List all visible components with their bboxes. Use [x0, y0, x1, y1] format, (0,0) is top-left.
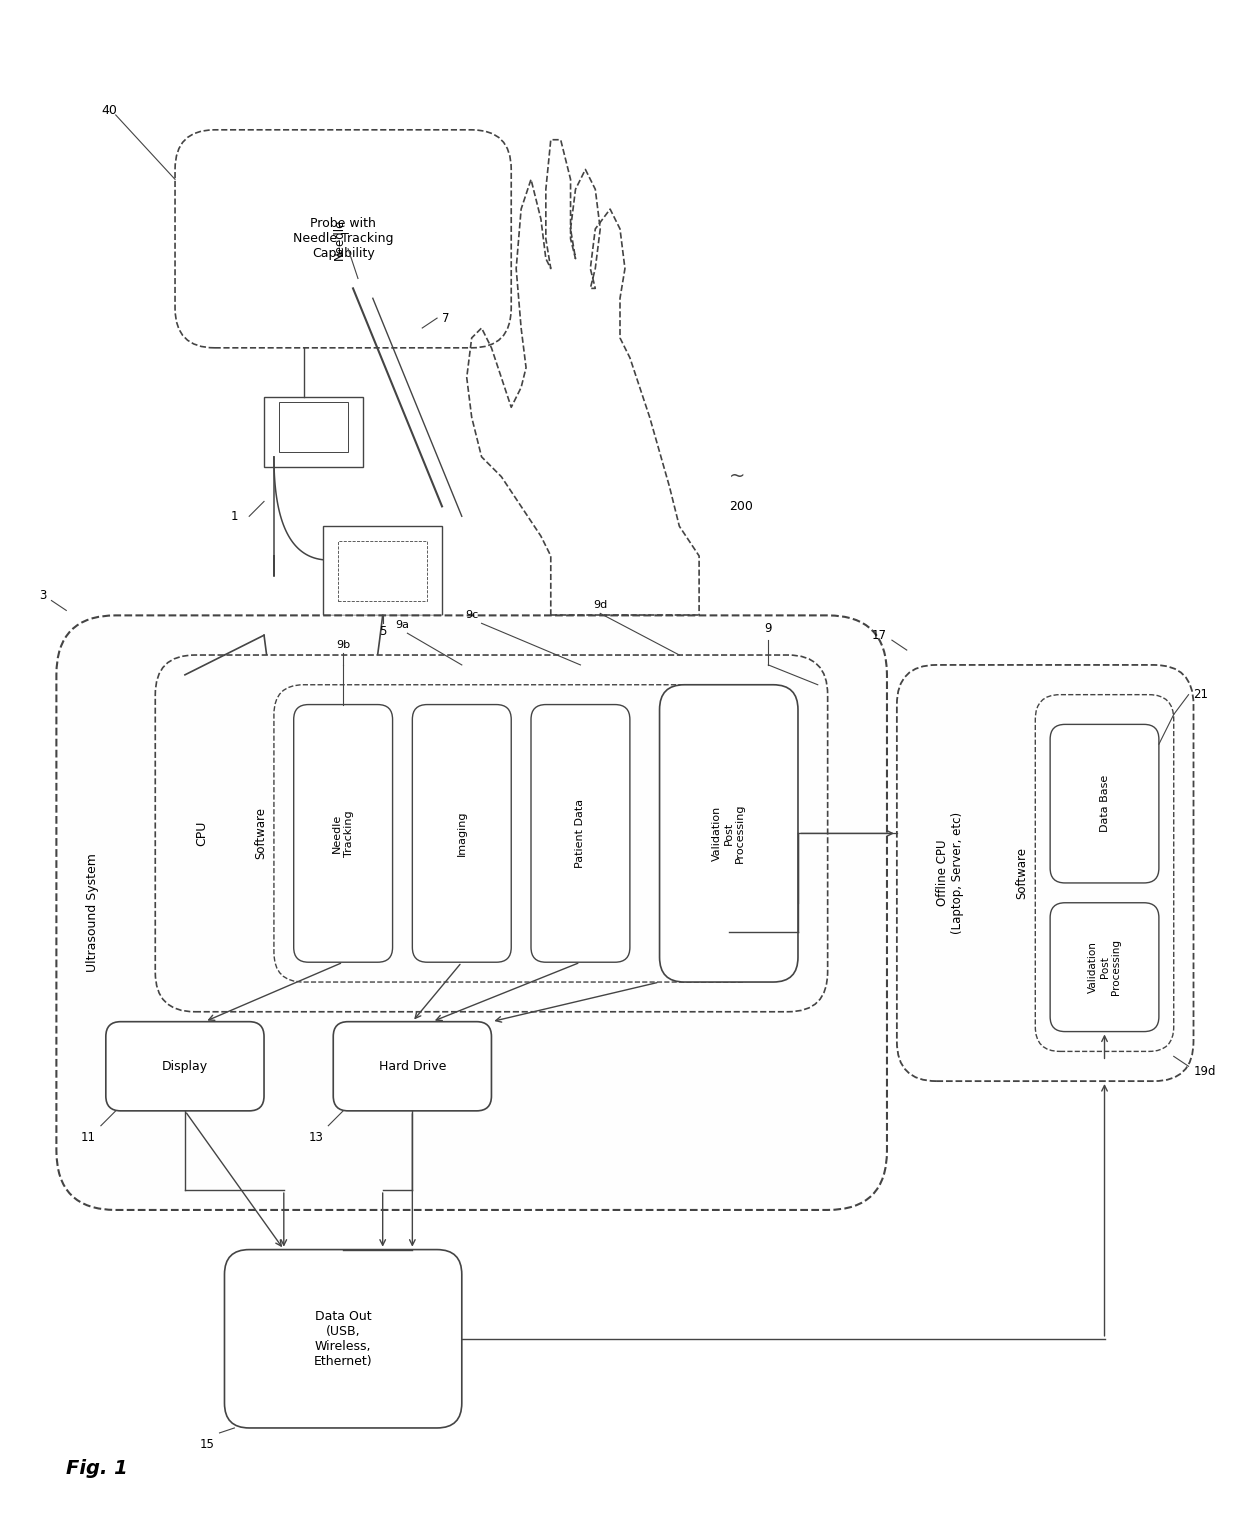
Text: 1: 1	[231, 509, 238, 523]
Text: 3: 3	[40, 589, 46, 601]
Text: 200: 200	[729, 500, 753, 512]
Text: 19d: 19d	[1194, 1065, 1216, 1078]
FancyBboxPatch shape	[531, 704, 630, 962]
Text: 13: 13	[309, 1131, 324, 1144]
Text: 11: 11	[81, 1131, 95, 1144]
Text: Probe with
Needle Tracking
Capability: Probe with Needle Tracking Capability	[293, 218, 393, 261]
Text: 9a: 9a	[396, 620, 409, 630]
Text: 9c: 9c	[465, 611, 479, 620]
FancyBboxPatch shape	[897, 664, 1194, 1081]
FancyBboxPatch shape	[1050, 904, 1159, 1031]
Text: 17: 17	[872, 629, 887, 641]
FancyBboxPatch shape	[294, 704, 393, 962]
Text: Ultrasound System: Ultrasound System	[86, 853, 99, 973]
Bar	[339, 542, 428, 600]
Text: Display: Display	[162, 1060, 208, 1072]
Text: Data Base: Data Base	[1100, 775, 1110, 833]
Text: 21: 21	[1194, 689, 1209, 701]
Text: Imaging: Imaging	[456, 810, 466, 856]
FancyBboxPatch shape	[1035, 695, 1174, 1051]
FancyBboxPatch shape	[413, 704, 511, 962]
Text: Validation
Post
Processing: Validation Post Processing	[1087, 939, 1121, 996]
Text: 40: 40	[100, 103, 117, 117]
Text: 15: 15	[200, 1437, 215, 1451]
Text: CPU: CPU	[195, 821, 208, 847]
Bar	[264, 397, 363, 466]
Text: 9: 9	[765, 623, 773, 635]
FancyBboxPatch shape	[660, 684, 799, 982]
Text: 9b: 9b	[336, 640, 350, 650]
FancyBboxPatch shape	[56, 615, 887, 1210]
Text: Data Out
(USB,
Wireless,
Ethernet): Data Out (USB, Wireless, Ethernet)	[314, 1310, 372, 1368]
FancyBboxPatch shape	[224, 1250, 461, 1428]
Text: Needle
Tracking: Needle Tracking	[332, 810, 353, 856]
FancyBboxPatch shape	[1050, 724, 1159, 884]
FancyBboxPatch shape	[105, 1022, 264, 1111]
FancyBboxPatch shape	[175, 130, 511, 348]
Text: Validation
Post
Processing: Validation Post Processing	[712, 804, 745, 864]
Text: Hard Drive: Hard Drive	[378, 1060, 446, 1072]
FancyBboxPatch shape	[274, 684, 769, 982]
Text: Offline CPU
(Laptop, Server, etc): Offline CPU (Laptop, Server, etc)	[936, 811, 965, 934]
FancyBboxPatch shape	[155, 655, 827, 1012]
Bar	[279, 402, 348, 453]
Text: Needle: Needle	[334, 218, 346, 259]
Text: Fig. 1: Fig. 1	[66, 1459, 128, 1477]
Bar	[324, 526, 441, 615]
Text: 9d: 9d	[593, 600, 608, 611]
Text: 5: 5	[379, 626, 387, 638]
Text: 7: 7	[441, 311, 450, 325]
Text: ~: ~	[729, 468, 745, 486]
Text: Patient Data: Patient Data	[575, 799, 585, 868]
Text: Software: Software	[1016, 847, 1028, 899]
FancyBboxPatch shape	[334, 1022, 491, 1111]
Text: Software: Software	[254, 807, 267, 859]
